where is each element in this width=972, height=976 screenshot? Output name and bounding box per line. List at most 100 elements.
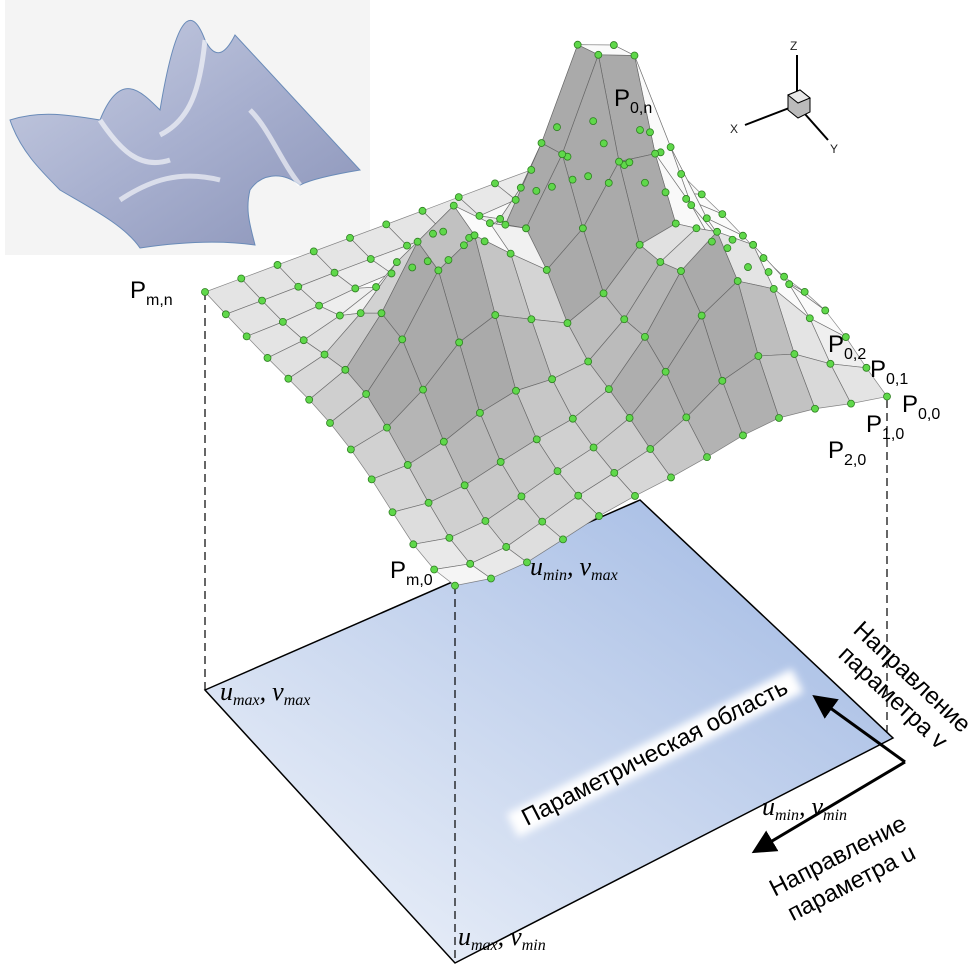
control-point — [420, 386, 427, 393]
control-point — [306, 396, 313, 403]
control-point — [409, 264, 416, 271]
corner-sep: , — [567, 552, 574, 581]
control-point — [585, 173, 592, 180]
corner-sep: , — [498, 922, 505, 951]
control-point — [517, 184, 524, 191]
corner-u-sub: max — [233, 692, 260, 709]
control-point — [538, 140, 545, 147]
control-point — [497, 215, 504, 222]
corner-sep: , — [799, 792, 806, 821]
control-point — [801, 288, 808, 295]
control-point — [543, 266, 550, 273]
corner-v-sub: max — [284, 692, 311, 709]
control-point — [744, 264, 751, 271]
control-point — [590, 444, 597, 451]
control-point — [652, 150, 659, 157]
control-point — [404, 461, 411, 468]
control-point — [693, 225, 700, 232]
control-point — [739, 232, 746, 239]
corner-u-sub: min — [543, 567, 567, 584]
control-point — [446, 534, 453, 541]
control-point — [445, 256, 452, 263]
corner-v: v — [812, 792, 824, 821]
control-point-label: Pm,0 — [390, 557, 433, 589]
control-point — [492, 180, 499, 187]
control-point — [363, 391, 370, 398]
label-sub: m,0 — [406, 572, 433, 589]
corner-u: u — [220, 677, 233, 706]
control-point — [503, 543, 510, 550]
label-base: P — [870, 356, 886, 383]
control-point-label: P2,0 — [828, 437, 866, 469]
control-point — [507, 250, 514, 257]
control-point — [523, 225, 530, 232]
u-direction: Направление параметра u — [765, 810, 924, 929]
control-point — [827, 360, 834, 367]
label-sub: 2,0 — [844, 452, 866, 469]
control-point — [662, 368, 669, 375]
control-point — [672, 220, 679, 227]
control-point — [636, 241, 643, 248]
control-point — [637, 126, 644, 133]
control-point — [528, 166, 535, 173]
control-point — [755, 352, 762, 359]
control-point — [455, 194, 462, 201]
control-point — [678, 268, 685, 275]
control-point — [430, 230, 437, 237]
control-point — [300, 337, 307, 344]
label-sub: 0,1 — [886, 371, 908, 388]
control-point — [456, 339, 463, 346]
control-point — [641, 179, 648, 186]
control-point — [440, 438, 447, 445]
corner-label: umin,vmin — [762, 792, 847, 824]
control-point — [388, 270, 395, 277]
corner-u-sub: max — [471, 937, 498, 954]
control-point — [548, 183, 555, 190]
control-point — [750, 241, 757, 248]
control-point — [848, 400, 855, 407]
control-point — [425, 499, 432, 506]
control-point — [419, 207, 426, 214]
control-point — [461, 482, 468, 489]
control-point — [264, 354, 271, 361]
control-point — [560, 536, 567, 543]
control-point — [352, 285, 359, 292]
control-point — [564, 320, 571, 327]
label-base: P — [130, 277, 146, 304]
control-point — [497, 458, 504, 465]
control-point — [513, 387, 520, 394]
control-point — [579, 225, 586, 232]
control-point — [812, 405, 819, 412]
control-point — [708, 238, 715, 245]
control-point — [502, 221, 509, 228]
control-point — [616, 158, 623, 165]
control-point — [734, 278, 741, 285]
control-point-label: P1,0 — [866, 411, 904, 443]
label-base: P — [866, 411, 882, 438]
control-point — [403, 242, 410, 249]
control-point — [688, 202, 695, 209]
control-point — [476, 409, 483, 416]
corner-sep: , — [260, 677, 267, 706]
control-point — [657, 258, 664, 265]
control-point — [590, 118, 597, 125]
control-point — [476, 212, 483, 219]
control-point — [336, 312, 343, 319]
control-point — [605, 386, 612, 393]
control-point — [600, 140, 607, 147]
control-point — [539, 518, 546, 525]
control-point — [393, 259, 400, 266]
control-point — [424, 258, 431, 265]
control-point — [389, 509, 396, 516]
control-point — [863, 364, 870, 371]
corner-u: u — [530, 552, 543, 581]
control-point — [714, 228, 721, 235]
control-point — [440, 228, 447, 235]
control-point — [719, 211, 726, 218]
control-point — [781, 273, 788, 280]
control-point — [327, 419, 334, 426]
label-sub: 0,n — [630, 100, 652, 117]
corner-u: u — [458, 922, 471, 951]
corner-v-sub: max — [591, 567, 618, 584]
control-point — [342, 366, 349, 373]
